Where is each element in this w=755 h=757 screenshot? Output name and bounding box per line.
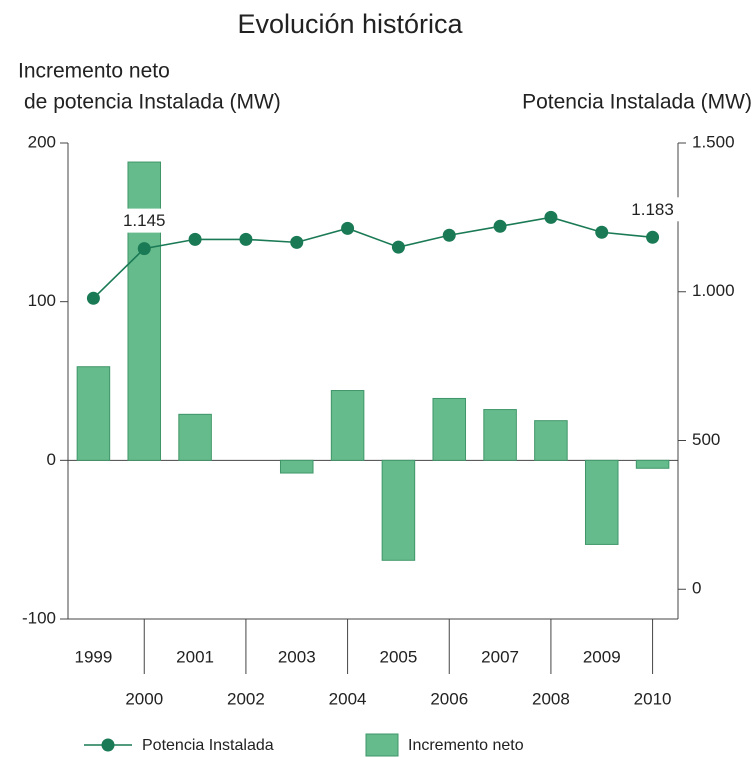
label-bg — [114, 208, 175, 233]
bar — [483, 409, 517, 461]
x-tick-label: 2003 — [278, 647, 316, 666]
y2-tick-label: 0 — [692, 579, 701, 598]
bar — [635, 459, 670, 469]
x-tick-label: 2006 — [430, 689, 468, 708]
bar — [330, 390, 365, 461]
line-point — [595, 225, 609, 239]
line-point — [86, 291, 100, 305]
bar — [127, 161, 162, 461]
bar — [178, 413, 212, 461]
line-point — [442, 228, 456, 242]
data-label: 1.145 — [123, 211, 166, 230]
y-tick-label: 200 — [28, 132, 56, 151]
bar — [76, 366, 111, 461]
y2-tick-label: 1.500 — [692, 132, 735, 151]
y-tick-label: 0 — [47, 450, 56, 469]
bar — [432, 397, 467, 461]
x-tick-label: 2008 — [532, 689, 570, 708]
line-point — [137, 242, 151, 256]
x-tick-label: 2002 — [227, 689, 265, 708]
y2-tick-label: 1.000 — [692, 281, 735, 300]
bar — [584, 459, 619, 545]
line-point — [188, 232, 202, 246]
line-point — [391, 240, 405, 254]
data-label: 1.183 — [631, 200, 674, 219]
bar — [381, 459, 416, 561]
y-axis-label: de potencia Instalada (MW) — [24, 91, 281, 114]
bar — [534, 420, 568, 461]
x-tick-label: 2001 — [176, 647, 214, 666]
line — [92, 216, 653, 299]
x-tick-label: 1999 — [75, 647, 113, 666]
x-tick-label: 2007 — [481, 647, 519, 666]
y-tick-label: 100 — [28, 291, 56, 310]
chart-title: Evolución histórica — [237, 9, 463, 39]
y-tick-label: -100 — [22, 608, 56, 627]
x-tick-label: 2010 — [634, 689, 672, 708]
legend-label: Potencia Instalada — [142, 737, 274, 754]
line-point — [290, 235, 304, 249]
legend-label: Incremento neto — [408, 737, 524, 754]
x-tick-label: 2000 — [125, 689, 163, 708]
line-point — [493, 219, 507, 233]
bar — [279, 459, 314, 474]
y2-axis-label: Potencia Instalada (MW) — [522, 91, 752, 114]
legend-swatch — [365, 733, 399, 757]
legend-marker — [101, 738, 115, 752]
x-tick-label: 2005 — [380, 647, 418, 666]
y-axis-label: Incremento neto — [18, 60, 170, 83]
line-point — [341, 221, 355, 235]
line-point — [646, 230, 660, 244]
x-tick-label: 2004 — [329, 689, 367, 708]
y2-tick-label: 500 — [692, 430, 720, 449]
line-point — [239, 232, 253, 246]
label-bg — [622, 197, 683, 222]
line-point — [544, 210, 558, 224]
x-tick-label: 2009 — [583, 647, 621, 666]
